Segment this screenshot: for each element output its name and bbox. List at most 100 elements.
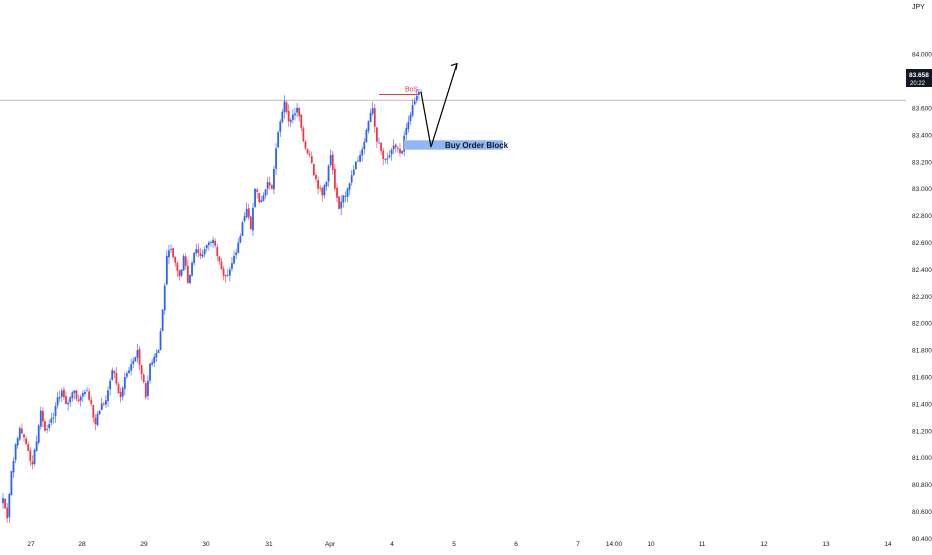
- candle-body[interactable]: [417, 91, 420, 95]
- candle-body[interactable]: [212, 239, 214, 244]
- candle-body[interactable]: [386, 158, 389, 160]
- time-axis[interactable]: 27 28 29 30 31 Apr 4 5 6 7 14:00 10 11 12 13 14: [27, 541, 892, 548]
- candle-body[interactable]: [159, 331, 162, 351]
- candle-body[interactable]: [207, 242, 210, 246]
- candle-body[interactable]: [92, 405, 95, 418]
- candle-body[interactable]: [105, 400, 107, 405]
- candle-body[interactable]: [411, 104, 414, 116]
- candle-body[interactable]: [153, 356, 156, 364]
- candle-body[interactable]: [224, 274, 227, 277]
- candle-body[interactable]: [336, 187, 338, 198]
- candle-body[interactable]: [289, 119, 292, 123]
- candle-body[interactable]: [323, 185, 326, 196]
- candle-body[interactable]: [27, 444, 30, 451]
- candle-body[interactable]: [287, 110, 290, 122]
- candle-body[interactable]: [170, 249, 172, 251]
- candle-body[interactable]: [100, 403, 103, 411]
- candle-body[interactable]: [249, 216, 252, 230]
- candle-body[interactable]: [149, 363, 151, 381]
- candle-body[interactable]: [79, 396, 82, 401]
- candle-body[interactable]: [33, 449, 36, 465]
- candle-body[interactable]: [50, 418, 53, 423]
- candle-body[interactable]: [298, 107, 301, 117]
- candle-body[interactable]: [42, 410, 44, 422]
- candle-body[interactable]: [8, 494, 11, 518]
- candle-body[interactable]: [325, 181, 328, 187]
- candle-body[interactable]: [363, 141, 366, 150]
- candle-body[interactable]: [277, 132, 280, 148]
- candle-body[interactable]: [140, 365, 143, 375]
- candle-body[interactable]: [172, 248, 175, 258]
- candle-body[interactable]: [75, 390, 78, 399]
- candle-body[interactable]: [134, 357, 137, 362]
- candle-body[interactable]: [333, 168, 336, 189]
- candle-body[interactable]: [180, 269, 183, 276]
- candle-body[interactable]: [342, 195, 345, 203]
- candle-body[interactable]: [260, 200, 263, 202]
- candle-body[interactable]: [315, 175, 317, 180]
- candle-body[interactable]: [4, 498, 7, 509]
- candle-body[interactable]: [77, 399, 80, 402]
- candle-body[interactable]: [220, 261, 223, 270]
- candle-body[interactable]: [256, 189, 259, 192]
- candle-body[interactable]: [96, 413, 99, 426]
- candle-body[interactable]: [399, 148, 401, 154]
- candle-body[interactable]: [165, 255, 168, 285]
- candle-body[interactable]: [186, 265, 189, 283]
- candle-body[interactable]: [119, 391, 122, 398]
- candle-body[interactable]: [407, 121, 410, 130]
- candle-body[interactable]: [52, 417, 55, 419]
- candle-body[interactable]: [392, 145, 395, 150]
- candle-body[interactable]: [367, 121, 370, 132]
- candle-body[interactable]: [329, 155, 332, 166]
- candle-body[interactable]: [121, 387, 124, 397]
- candle-body[interactable]: [361, 149, 364, 156]
- candle-body[interactable]: [73, 390, 76, 393]
- candle-body[interactable]: [178, 270, 181, 277]
- candle-body[interactable]: [354, 161, 357, 170]
- candle-body[interactable]: [273, 169, 275, 190]
- candle-body[interactable]: [39, 410, 42, 427]
- candle-body[interactable]: [405, 128, 408, 135]
- candle-body[interactable]: [128, 370, 130, 374]
- candle-body[interactable]: [113, 371, 116, 374]
- price-axis[interactable]: JPY 84.00083.80083.60083.40083.20083.000…: [912, 4, 932, 550]
- candle-body[interactable]: [54, 405, 57, 417]
- candle-body[interactable]: [296, 108, 298, 113]
- candle-body[interactable]: [147, 380, 149, 396]
- candle-body[interactable]: [199, 253, 202, 256]
- candle-body[interactable]: [371, 108, 374, 114]
- candle-body[interactable]: [60, 390, 63, 397]
- candle-body[interactable]: [348, 183, 351, 190]
- candle-body[interactable]: [235, 252, 238, 256]
- candle-body[interactable]: [413, 101, 416, 105]
- candle-body[interactable]: [388, 155, 391, 158]
- candle-body[interactable]: [302, 128, 305, 142]
- candle-body[interactable]: [197, 249, 200, 253]
- candle-body[interactable]: [310, 156, 313, 164]
- candle-body[interactable]: [48, 424, 51, 429]
- candle-body[interactable]: [291, 114, 294, 120]
- candle-body[interactable]: [300, 114, 303, 129]
- candle-body[interactable]: [365, 130, 368, 143]
- candle-body[interactable]: [109, 380, 112, 390]
- candle-body[interactable]: [346, 188, 349, 197]
- candle-body[interactable]: [46, 429, 49, 430]
- candle-body[interactable]: [279, 121, 282, 132]
- candle-body[interactable]: [6, 507, 9, 519]
- candle-body[interactable]: [228, 269, 231, 276]
- candle-body[interactable]: [31, 461, 34, 465]
- candle-body[interactable]: [390, 149, 393, 155]
- candle-body[interactable]: [63, 389, 65, 398]
- candle-body[interactable]: [352, 169, 355, 176]
- candle-body[interactable]: [216, 247, 219, 256]
- annotations-group[interactable]: Buy Order Block BoS: [379, 62, 509, 151]
- candle-body[interactable]: [226, 274, 229, 276]
- candle-body[interactable]: [163, 285, 166, 311]
- candle-body[interactable]: [262, 195, 265, 201]
- candle-body[interactable]: [144, 383, 147, 398]
- candle-body[interactable]: [338, 196, 340, 209]
- candle-body[interactable]: [241, 222, 244, 237]
- candle-body[interactable]: [369, 112, 372, 123]
- candle-body[interactable]: [294, 113, 296, 116]
